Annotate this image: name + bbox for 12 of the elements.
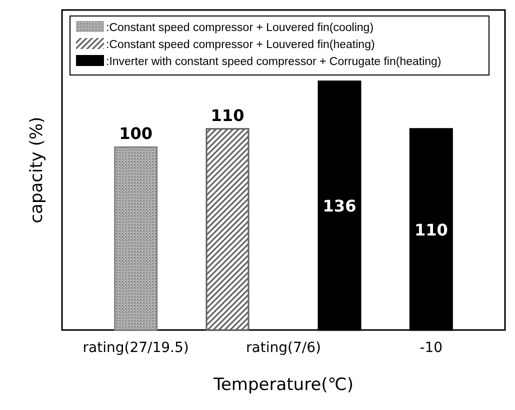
x-tick-label: rating(7/6)	[246, 340, 321, 356]
legend-label: :Inverter with constant speed compressor + Corrugate fin(heating)	[106, 56, 442, 68]
data-label: 110	[414, 220, 448, 240]
x-tick-label: rating(27/19.5)	[82, 340, 189, 356]
data-label: 110	[210, 106, 244, 125]
data-label: 136	[322, 196, 356, 216]
x-tick-label: -10	[420, 340, 443, 356]
x-axis-title: Temperature(℃)	[212, 375, 354, 395]
data-label: 100	[119, 124, 153, 144]
legend-label: :Constant speed compressor + Louvered fin(cooling)	[106, 22, 374, 34]
legend-label: :Constant speed compressor + Louvered fin(heating)	[106, 39, 375, 51]
y-axis-title: capacity (%)	[27, 116, 47, 224]
